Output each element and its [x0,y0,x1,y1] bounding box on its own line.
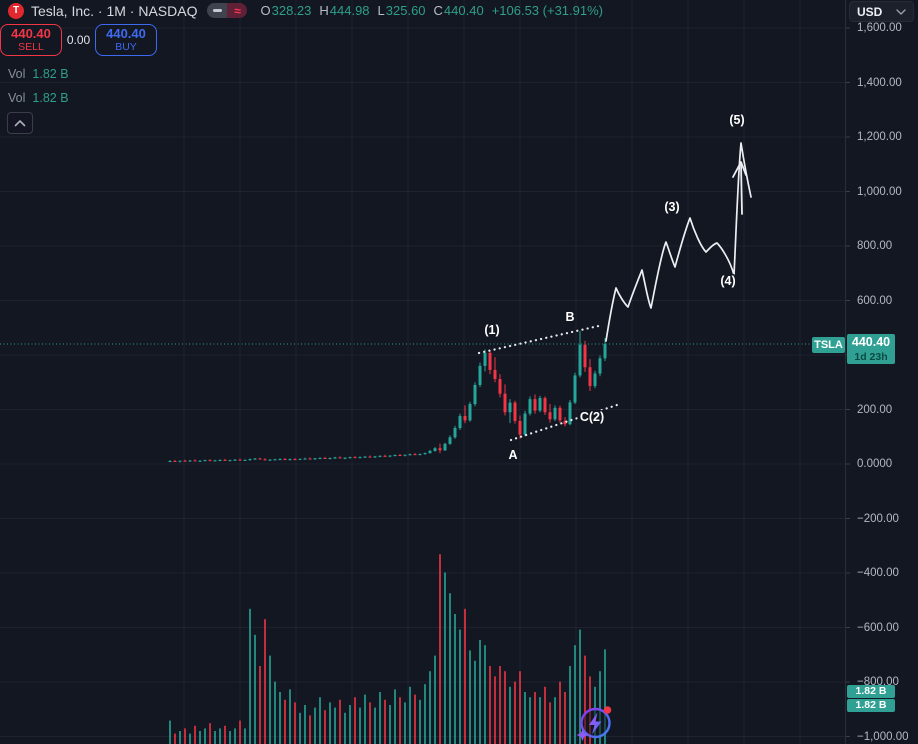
price-tick: 200.00 [857,403,893,416]
price-tick: −400.00 [857,567,899,579]
spread-value: 0.00 [66,33,91,47]
trade-panel: 440.40 SELL 0.00 440.40 BUY [0,24,157,56]
wave-label[interactable]: (5) [728,112,746,129]
vol-label: Vol [8,67,26,81]
grid-layer [0,0,850,744]
currency-selector[interactable]: USD [849,1,914,22]
trendline-drawing[interactable] [477,323,605,355]
vol-value: 1.82 B [32,91,69,105]
price-tick: 1,000.00 [857,185,902,198]
volume-value-label: 1.82 B [847,699,895,712]
ohlc-values: O 328.23 H 444.98 L 325.60 C 440.40 +106.53 … [252,3,603,18]
chevron-down-icon [896,8,906,15]
price-tick: 600.00 [857,294,893,307]
arrow-up-icon [732,161,747,178]
legend-toggle-group: ≈ [207,3,248,18]
buy-label: BUY [115,41,137,53]
tesla-logo-icon: T [8,2,24,19]
high-value: 444.98 [329,3,370,18]
open-value: 328.23 [271,3,312,18]
high-label: H [319,3,329,18]
currency-value: USD [857,4,883,19]
price-tick: 800.00 [857,240,893,252]
symbol-title[interactable]: Tesla, Inc. · 1M · NASDAQ [31,2,198,19]
wave-label[interactable]: B [564,309,576,326]
buy-price: 440.40 [106,26,146,41]
sparkle-icon [576,729,589,741]
price-axis[interactable]: USD 440.40 1d 23h 1.82 B 1.82 B 1,600.00… [846,0,918,744]
volume-indicator-row[interactable]: Vol 1.82 B [8,91,69,105]
chevron-up-icon [14,120,26,127]
sell-button[interactable]: 440.40 SELL [0,24,62,56]
vol-label: Vol [8,91,26,105]
squiggle-icon[interactable]: ≈ [227,3,248,18]
low-label: L [377,3,385,18]
volume-indicator-row[interactable]: Vol 1.82 B [8,67,69,81]
price-tick: 1,600.00 [857,22,902,34]
wave-label[interactable]: (1) [483,322,501,339]
wave-label[interactable]: A [507,447,519,464]
bar-countdown: 1d 23h [854,351,888,363]
price-tick: −200.00 [857,512,899,525]
hide-indicator-icon[interactable] [207,3,228,18]
buy-button[interactable]: 440.40 BUY [95,24,157,56]
open-label: O [260,3,271,18]
trendline-drawing[interactable] [509,402,622,442]
price-tick: 0.0000 [857,458,893,470]
symbol-price-flag: TSLA [812,337,845,353]
current-price-value: 440.40 [851,335,891,349]
flash-icon[interactable] [576,702,616,744]
sell-label: SELL [18,41,44,53]
wave-label[interactable]: C(2) [578,409,605,426]
wave-drawing-path[interactable] [605,142,752,342]
close-value: 440.40 [443,3,484,18]
vol-value: 1.82 B [32,67,69,81]
current-price-label: 440.40 1d 23h [847,334,895,364]
low-value: 325.60 [385,3,426,18]
price-tick: 1,200.00 [857,131,902,143]
close-label: C [433,3,443,18]
collapse-button[interactable] [7,112,33,134]
price-tick: −1,000.00 [857,730,909,743]
volume-bars [169,554,606,744]
sell-price: 440.40 [11,26,51,41]
red-dot-badge [603,706,612,714]
candles-layer [168,331,607,463]
wave-label[interactable]: (3) [663,199,681,216]
change-value: +106.53 (+31.91%) [491,3,603,18]
lightning-bolt-icon [589,712,602,735]
volume-value-label: 1.82 B [847,685,895,698]
price-tick: −600.00 [857,621,899,634]
arrow-shaft [740,162,743,215]
wave-label[interactable]: (4) [719,273,737,290]
price-tick: 1,400.00 [857,76,902,89]
